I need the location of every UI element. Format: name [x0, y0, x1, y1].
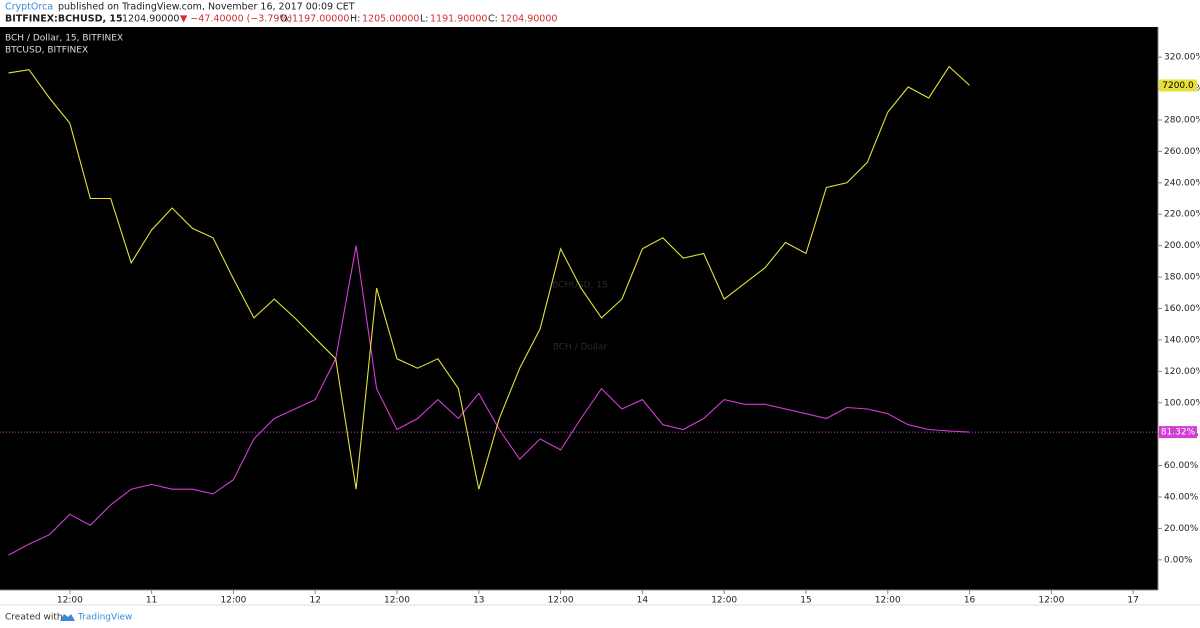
x-tick-label: 12:00: [384, 596, 410, 606]
low: 1191.90000: [430, 14, 487, 25]
price-label: 7200.0: [1162, 81, 1194, 91]
price-label: 81.32%: [1161, 428, 1196, 438]
x-tick-label: 12:00: [875, 596, 901, 606]
y-tick-label: 320.00%: [1164, 53, 1200, 63]
y-tick-label: 200.00%: [1164, 241, 1200, 251]
y-tick-label: 20.00%: [1164, 524, 1199, 534]
series-line: [8, 245, 970, 556]
y-tick-label: 180.00%: [1164, 273, 1200, 283]
change: ▼ −47.40000 (−3.79%): [180, 14, 292, 25]
high: 1205.00000: [362, 14, 419, 25]
x-tick-label: 12:00: [711, 596, 737, 606]
x-tick-label: 14: [637, 596, 649, 606]
y-tick-label: 140.00%: [1164, 335, 1200, 345]
price-label-box: [1159, 79, 1197, 92]
footer-logo: [60, 614, 75, 621]
footer-created: Created with: [5, 613, 63, 623]
footer-brand[interactable]: TradingView: [77, 613, 132, 623]
y-tick-label: 0.00%: [1164, 555, 1193, 565]
symbol: BITFINEX:BCHUSD, 15: [5, 14, 123, 25]
x-tick-label: 15: [800, 596, 811, 606]
x-tick-label: 12:00: [220, 596, 246, 606]
x-tick-label: 12:00: [1038, 596, 1064, 606]
price: 1204.90000: [122, 14, 179, 25]
y-tick-label: 220.00%: [1164, 210, 1200, 220]
close: 1204.90000: [500, 14, 557, 25]
x-tick-label: 13: [473, 596, 484, 606]
chart-title: BCH / Dollar, 15, BITFINEX: [5, 34, 123, 44]
plot-area: [0, 27, 1158, 590]
y-tick-label: 280.00%: [1164, 115, 1200, 125]
published: published on TradingView.com, November 1…: [58, 2, 355, 13]
open: 1197.00000: [292, 14, 349, 25]
y-tick-label: 120.00%: [1164, 367, 1200, 377]
high-label: H:: [350, 14, 360, 25]
y-tick-label: 160.00%: [1164, 304, 1200, 314]
watermark-sub: BCH / Dollar: [553, 343, 608, 353]
price-label-box: [1159, 426, 1197, 439]
y-tick-label: 260.00%: [1164, 147, 1200, 157]
y-tick-label: 100.00%: [1164, 398, 1200, 408]
close-label: C:: [488, 14, 498, 25]
x-tick-label: 16: [964, 596, 976, 606]
series-line: [8, 65, 970, 490]
y-tick-label: 40.00%: [1164, 493, 1199, 503]
x-tick-label: 12:00: [57, 596, 83, 606]
y-tick-label: 240.00%: [1164, 178, 1200, 188]
y-tick-label: 60.00%: [1164, 461, 1199, 471]
x-tick-label: 12:00: [548, 596, 574, 606]
low-label: L:: [420, 14, 429, 25]
x-tick-label: 17: [1127, 596, 1138, 606]
author[interactable]: CryptOrca: [5, 2, 53, 13]
x-tick-label: 12: [309, 596, 320, 606]
x-tick-label: 11: [146, 596, 157, 606]
open-label: O:: [280, 14, 291, 25]
legend-entry: BTCUSD, BITFINEX: [5, 46, 88, 56]
